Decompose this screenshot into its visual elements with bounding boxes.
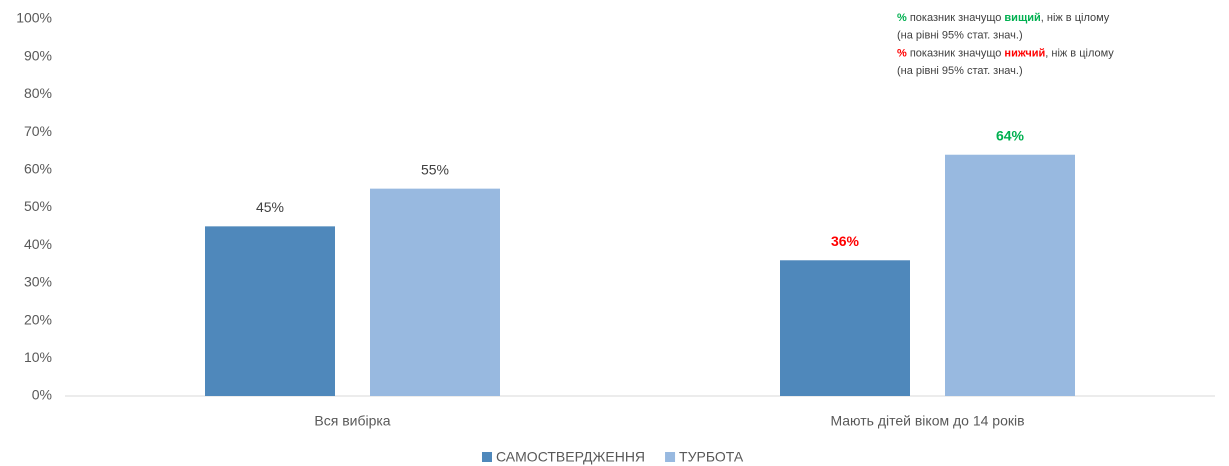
- y-tick-label: 70%: [24, 123, 52, 139]
- annotation-part: вищий: [1004, 12, 1040, 24]
- annotation: % показник значущо вищий, ніж в цілому: [897, 12, 1110, 24]
- bar: [370, 188, 500, 396]
- annotation-part: %: [897, 12, 907, 24]
- bar: [945, 154, 1075, 396]
- annotation-part: , ніж в цілому: [1041, 12, 1110, 24]
- y-tick-label: 50%: [24, 198, 52, 214]
- annotation-part: показник значущо: [907, 12, 1005, 24]
- bar: [205, 226, 335, 396]
- annotation-part: нижчий: [1004, 47, 1045, 59]
- value-label: 36%: [831, 233, 860, 249]
- y-tick-label: 100%: [16, 10, 52, 26]
- annotation-part: (на рівні 95% стат. знач.): [897, 30, 1023, 42]
- x-tick-label: Мають дітей віком до 14 років: [830, 413, 1024, 429]
- annotation: (на рівні 95% стат. знач.): [897, 65, 1023, 77]
- annotation-part: (на рівні 95% стат. знач.): [897, 65, 1023, 77]
- y-tick-label: 60%: [24, 161, 52, 177]
- legend-label: САМОСТВЕРДЖЕННЯ: [496, 449, 645, 465]
- legend-swatch: [665, 452, 676, 462]
- legend-swatch: [482, 452, 492, 462]
- y-tick-label: 30%: [24, 274, 52, 290]
- y-tick-label: 40%: [24, 236, 52, 252]
- bar: [780, 260, 910, 396]
- annotation-part: показник значущо: [907, 47, 1005, 59]
- y-tick-label: 10%: [24, 349, 52, 365]
- y-tick-label: 90%: [24, 47, 52, 63]
- annotation-part: %: [897, 47, 907, 59]
- x-tick-label: Вся вибірка: [314, 413, 390, 429]
- value-label: 55%: [421, 161, 449, 177]
- value-label: 45%: [256, 199, 284, 215]
- annotation-part: , ніж в цілому: [1045, 47, 1114, 59]
- annotation: (на рівні 95% стат. знач.): [897, 30, 1023, 42]
- annotation: % показник значущо нижчий, ніж в цілому: [897, 47, 1114, 59]
- y-tick-label: 20%: [24, 311, 52, 327]
- y-tick-label: 80%: [24, 85, 52, 101]
- value-label: 64%: [996, 127, 1025, 143]
- y-tick-label: 0%: [32, 387, 52, 403]
- legend-label: ТУРБОТА: [679, 449, 744, 465]
